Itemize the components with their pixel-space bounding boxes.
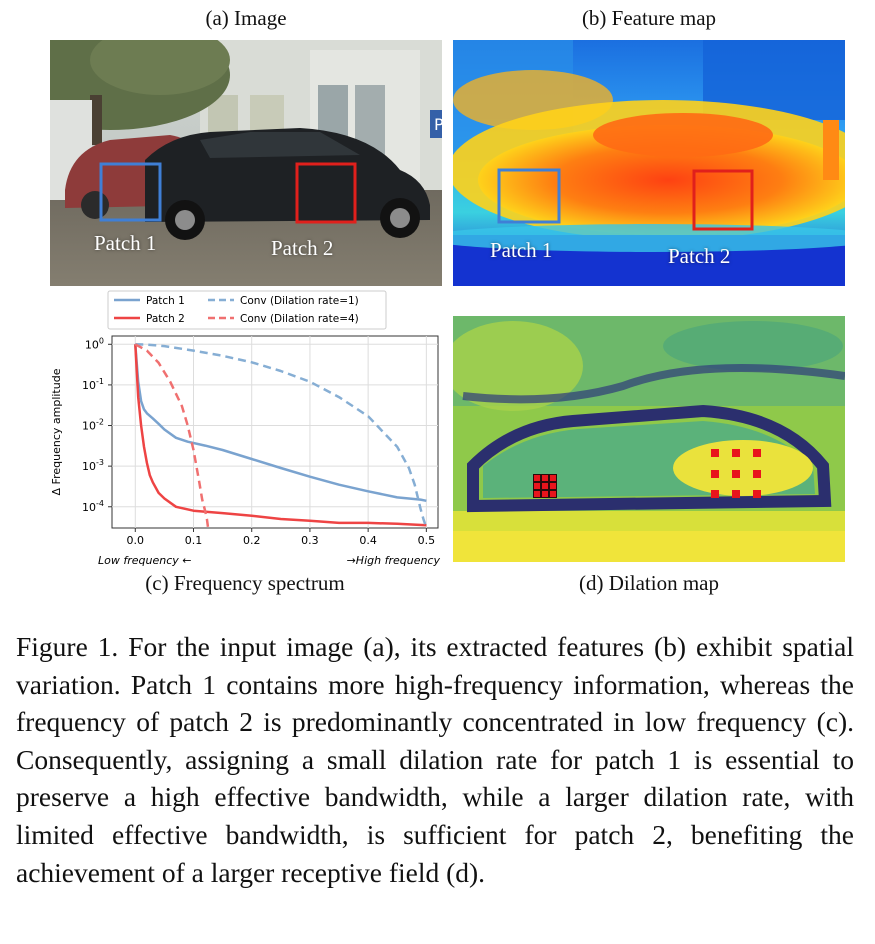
frequency-spectrum-chart: Patch 1 Patch 2 Conv (Dilation rate=1) C… (50, 290, 441, 567)
chart-legend: Patch 1 Patch 2 Conv (Dilation rate=1) C… (107, 290, 387, 330)
panel-a-title: (a) Image (205, 6, 287, 30)
patch-2-label: Patch 2 (271, 236, 334, 260)
patch-1-box (99, 162, 162, 222)
parking-sign-icon (430, 110, 442, 138)
svg-text:P: P (434, 115, 442, 134)
dilation-map-heatmap (453, 316, 845, 562)
y-tick-label: 10-2 (82, 418, 104, 433)
x-tick-label: 0.5 (418, 534, 436, 547)
x-axis-low-label: Low frequency ← (98, 554, 191, 567)
panel-b-title: (b) Feature map (581, 6, 717, 30)
series-conv-d1-line (135, 343, 428, 529)
series-conv-d4-line (134, 343, 210, 529)
patch-2-box (692, 169, 754, 231)
feature-map-heatmap (453, 40, 845, 286)
panel-b-feature-map: Patch 1 Patch 2 (453, 40, 845, 286)
panel-d-dilation-map (453, 316, 845, 562)
panel-c-title: (c) Frequency spectrum (145, 571, 345, 595)
panel-d-title: (d) Dilation map (579, 571, 719, 595)
legend-label-patch2: Patch 2 (146, 313, 185, 325)
legend-label-conv-d1: Conv (Dilation rate=1) (240, 295, 359, 307)
x-tick-label: 0.1 (185, 534, 203, 547)
patch-1-label: Patch 1 (94, 231, 157, 255)
y-tick-label: 10-3 (82, 458, 104, 473)
patch-1-label: Patch 1 (490, 238, 553, 262)
figure-caption: Figure 1. For the input image (a), its e… (16, 628, 854, 891)
patch-2-label: Patch 2 (668, 244, 731, 268)
sparse-dilation-marker (711, 449, 761, 498)
patch-1-box (497, 168, 561, 224)
panel-c-chart: Patch 1 Patch 2 Conv (Dilation rate=1) C… (40, 288, 450, 568)
caption-text: Figure 1. For the input image (a), its e… (16, 631, 854, 888)
patch-2-box (295, 162, 357, 224)
x-tick-label: 0.0 (127, 534, 144, 547)
x-tick-label: 0.2 (243, 534, 261, 547)
dense-dilation-marker (533, 474, 557, 498)
y-axis-label: Δ Frequency amplitude (50, 368, 63, 495)
y-tick-label: 10-1 (82, 377, 104, 392)
x-axis-high-label: →High frequency (347, 554, 441, 567)
series-patch1-line (134, 344, 427, 503)
y-tick-label: 10-4 (82, 499, 104, 514)
street-scene-photo: P (50, 40, 442, 286)
x-tick-label: 0.4 (359, 534, 377, 547)
y-tick-label: 100 (85, 336, 104, 351)
x-tick-label: 0.3 (301, 534, 319, 547)
legend-label-patch1: Patch 1 (146, 295, 185, 307)
series-patch2-line (134, 344, 427, 527)
legend-label-conv-d4: Conv (Dilation rate=4) (240, 313, 359, 325)
panel-a-image: P Patch 1 Patch 2 (50, 40, 442, 286)
